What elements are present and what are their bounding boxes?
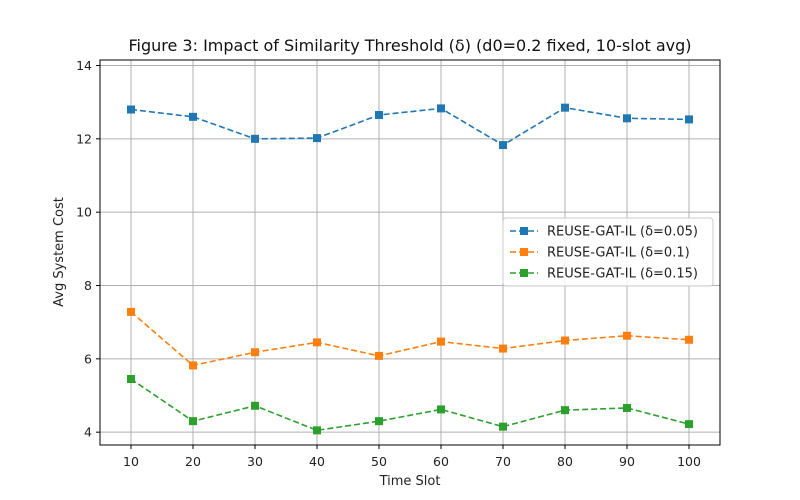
series-group bbox=[127, 103, 693, 435]
x-tick-label: 60 bbox=[433, 454, 449, 469]
data-point-marker bbox=[499, 422, 507, 431]
legend-label: REUSE-GAT-IL (δ=0.1) bbox=[547, 246, 690, 261]
chart-title: Figure 3: Impact of Similarity Threshold… bbox=[128, 36, 691, 55]
legend-marker bbox=[520, 227, 528, 235]
data-point-marker bbox=[437, 405, 445, 414]
data-point-marker bbox=[623, 403, 631, 412]
y-tick-label: 6 bbox=[84, 351, 92, 366]
x-tick-label: 50 bbox=[371, 454, 387, 469]
x-tick-label: 10 bbox=[123, 454, 139, 469]
legend-entry: REUSE-GAT-IL (δ=0.05) bbox=[510, 225, 698, 240]
y-tick-label: 8 bbox=[84, 278, 92, 293]
x-axis-label: Time Slot bbox=[379, 474, 441, 489]
y-tick-label: 14 bbox=[76, 58, 92, 73]
legend-label: REUSE-GAT-IL (δ=0.05) bbox=[547, 225, 698, 240]
y-axis-label: Avg System Cost bbox=[52, 197, 67, 307]
data-point-marker bbox=[251, 134, 259, 143]
y-axis-ticks: 4 6 8 10 12 14 bbox=[76, 58, 100, 440]
data-point-marker bbox=[127, 105, 135, 114]
data-point-marker bbox=[313, 426, 321, 435]
data-point-marker bbox=[189, 417, 197, 426]
legend: REUSE-GAT-IL (δ=0.05) REUSE-GAT-IL (δ=0.1… bbox=[502, 217, 714, 287]
data-point-marker bbox=[375, 351, 383, 360]
series-2 bbox=[127, 307, 693, 370]
data-point-marker bbox=[251, 401, 259, 410]
series-line bbox=[130, 311, 690, 367]
series-3 bbox=[127, 375, 693, 435]
data-point-marker bbox=[251, 348, 259, 357]
legend-marker bbox=[520, 269, 528, 277]
data-point-marker bbox=[623, 331, 631, 340]
x-axis-ticks: 10 20 30 40 50 60 70 80 90 100 bbox=[123, 445, 701, 469]
x-tick-label: 40 bbox=[309, 454, 325, 469]
data-point-marker bbox=[437, 337, 445, 346]
legend-entry: REUSE-GAT-IL (δ=0.1) bbox=[510, 246, 690, 261]
x-tick-label: 70 bbox=[495, 454, 511, 469]
data-point-marker bbox=[127, 375, 135, 383]
plot-area-frame bbox=[99, 59, 721, 446]
data-point-marker bbox=[313, 338, 321, 347]
y-tick-label: 4 bbox=[84, 425, 92, 440]
x-tick-label: 20 bbox=[185, 454, 201, 469]
legend-entry: REUSE-GAT-IL (δ=0.15) bbox=[510, 267, 698, 282]
data-point-marker bbox=[623, 114, 631, 123]
x-tick-label: 80 bbox=[557, 454, 573, 469]
series-1 bbox=[127, 103, 693, 150]
data-point-marker bbox=[685, 115, 693, 124]
data-point-marker bbox=[499, 344, 507, 353]
data-point-marker bbox=[313, 134, 321, 143]
data-point-marker bbox=[437, 104, 445, 113]
data-point-marker bbox=[685, 420, 693, 429]
legend-box bbox=[502, 217, 714, 287]
legend-label: REUSE-GAT-IL (δ=0.15) bbox=[547, 267, 698, 282]
y-tick-label: 10 bbox=[76, 205, 92, 220]
x-tick-label: 90 bbox=[619, 454, 635, 469]
x-tick-label: 100 bbox=[677, 454, 701, 469]
data-point-marker bbox=[561, 406, 569, 415]
data-point-marker bbox=[685, 335, 693, 344]
legend-marker bbox=[520, 248, 528, 256]
data-point-marker bbox=[189, 361, 197, 370]
data-point-marker bbox=[127, 307, 135, 316]
y-tick-label: 12 bbox=[76, 131, 92, 146]
data-point-marker bbox=[561, 336, 569, 345]
data-point-marker bbox=[561, 103, 569, 112]
data-point-marker bbox=[375, 111, 383, 119]
series-line bbox=[130, 378, 690, 432]
data-point-marker bbox=[499, 141, 507, 150]
x-tick-label: 30 bbox=[247, 454, 263, 469]
data-point-marker bbox=[375, 417, 383, 426]
series-line bbox=[130, 106, 690, 146]
data-point-marker bbox=[189, 112, 197, 121]
